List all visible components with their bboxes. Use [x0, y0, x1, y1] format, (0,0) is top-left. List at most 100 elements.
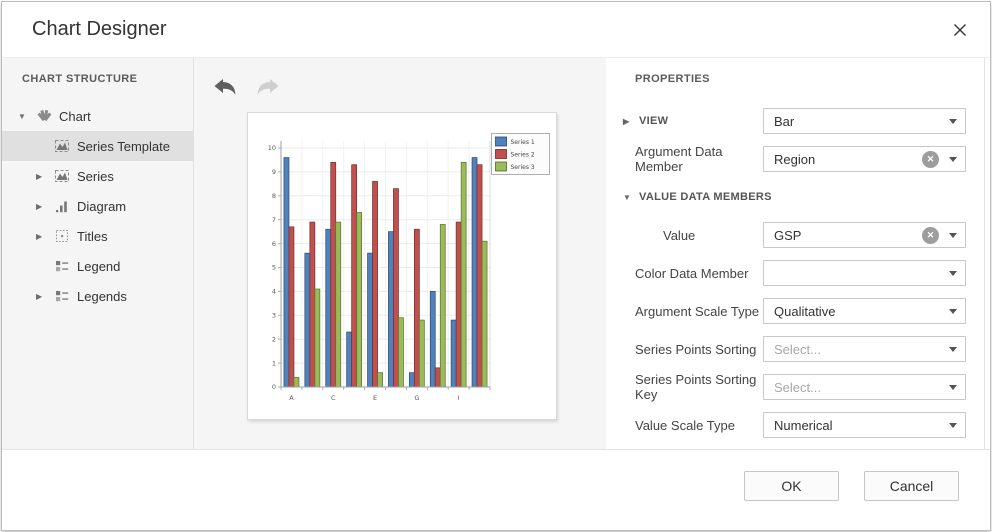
- diagram-icon: [54, 198, 70, 214]
- properties-header: PROPERTIES: [635, 73, 710, 85]
- svg-text:8: 8: [272, 192, 276, 200]
- svg-text:4: 4: [272, 288, 276, 296]
- svg-text:I: I: [458, 394, 460, 402]
- chart-structure-header: CHART STRUCTURE: [22, 73, 138, 85]
- tree-item-series[interactable]: ▶ Series: [2, 161, 193, 191]
- chevron-down-icon: [949, 232, 957, 238]
- svg-text:Series 1: Series 1: [511, 139, 535, 146]
- chevron-down-icon: [949, 422, 957, 428]
- dialog-footer: OK Cancel: [2, 449, 990, 530]
- property-row-value-scale-type: Value Scale Type Numerical: [623, 412, 966, 438]
- expander-right-icon[interactable]: ▶: [36, 201, 43, 211]
- properties-panel: PROPERTIES ▶ VIEW Bar Argument Data Membe…: [606, 58, 990, 449]
- property-row-value: Value GSP ✕: [623, 222, 966, 248]
- cancel-button[interactable]: Cancel: [864, 471, 959, 501]
- svg-text:Series 2: Series 2: [511, 152, 535, 159]
- tree-item-label: Legend: [77, 258, 121, 274]
- expander-right-icon[interactable]: ▶: [36, 291, 43, 301]
- tree-item-titles[interactable]: ▶ Titles: [2, 221, 193, 251]
- series-points-sorting-dropdown[interactable]: Select...: [763, 336, 966, 362]
- value-dropdown[interactable]: GSP ✕: [763, 222, 966, 248]
- redo-button[interactable]: [254, 76, 282, 100]
- expander-down-icon: ▼: [623, 193, 632, 202]
- argument-data-member-label: Argument Data Member: [635, 144, 723, 174]
- chart-icon: [36, 108, 52, 124]
- value-data-members-section[interactable]: ▼ VALUE DATA MEMBERS: [623, 184, 966, 210]
- chevron-down-icon: [949, 156, 957, 162]
- chevron-down-icon: [949, 384, 957, 390]
- clear-icon[interactable]: ✕: [922, 150, 939, 168]
- expander-right-icon[interactable]: ▶: [36, 171, 43, 181]
- property-row-argument-data-member: Argument Data Member Region ✕: [623, 144, 966, 174]
- svg-text:6: 6: [272, 240, 276, 248]
- legend-icon: [54, 258, 70, 274]
- svg-text:0: 0: [272, 383, 276, 391]
- chart-structure-tree: ▼ Chart: [2, 101, 193, 311]
- title-bar: Chart Designer: [2, 2, 990, 58]
- svg-text:3: 3: [272, 312, 276, 320]
- property-row-series-points-sorting: Series Points Sorting Select...: [623, 336, 966, 362]
- view-group-label[interactable]: ▶ VIEW: [623, 115, 669, 127]
- color-data-member-label: Color Data Member: [635, 265, 749, 281]
- value-scale-type-label: Value Scale Type: [635, 417, 735, 433]
- tree-item-label: Series: [77, 168, 114, 184]
- argument-scale-type-label: Argument Scale Type: [635, 303, 760, 319]
- tree-item-label: Chart: [59, 108, 91, 124]
- dialog-content: CHART STRUCTURE ▼ Chart: [2, 58, 990, 449]
- series-points-sorting-key-dropdown[interactable]: Select...: [763, 374, 966, 400]
- dialog-title: Chart Designer: [32, 18, 167, 40]
- svg-text:E: E: [373, 394, 377, 402]
- tree-item-diagram[interactable]: ▶ Diagram: [2, 191, 193, 221]
- svg-text:7: 7: [272, 216, 276, 224]
- clear-icon[interactable]: ✕: [922, 226, 939, 244]
- legends-icon: [54, 288, 70, 304]
- tree-item-series-template[interactable]: Series Template: [2, 131, 193, 161]
- chevron-down-icon: [949, 308, 957, 314]
- tree-item-label: Titles: [77, 228, 108, 244]
- svg-text:9: 9: [272, 168, 276, 176]
- view-dropdown[interactable]: Bar: [763, 108, 966, 134]
- bar-chart: 0 1 2 3 4 5 6 7 8 9 10 A C E G I Series 1 Series 2 Series …: [268, 133, 550, 402]
- chart-preview-panel: 0 1 2 3 4 5 6 7 8 9 10 A C E G I Series 1 Series 2 Series …: [194, 58, 606, 449]
- series-points-sorting-label: Series Points Sorting: [635, 341, 757, 357]
- expander-right-icon: ▶: [623, 117, 630, 126]
- property-row-view: ▶ VIEW Bar: [623, 108, 966, 134]
- property-row-argument-scale-type: Argument Scale Type Qualitative: [623, 298, 966, 324]
- value-scale-type-dropdown[interactable]: Numerical: [763, 412, 966, 438]
- chart-preview[interactable]: 0 1 2 3 4 5 6 7 8 9 10 A C E G I Series 1 Series 2 Series …: [247, 112, 557, 420]
- undo-button[interactable]: [211, 76, 239, 100]
- tree-item-label: Diagram: [77, 198, 127, 214]
- tree-item-chart[interactable]: ▼ Chart: [2, 101, 193, 131]
- tree-item-label: Legends: [77, 288, 127, 304]
- svg-text:2: 2: [272, 335, 276, 343]
- svg-text:5: 5: [272, 264, 276, 272]
- chevron-down-icon: [949, 346, 957, 352]
- chart-structure-panel: CHART STRUCTURE ▼ Chart: [2, 58, 194, 449]
- chevron-down-icon: [949, 270, 957, 276]
- titles-icon: [54, 228, 70, 244]
- svg-text:10: 10: [268, 144, 276, 152]
- expander-down-icon[interactable]: ▼: [18, 111, 26, 121]
- argument-scale-type-dropdown[interactable]: Qualitative: [763, 298, 966, 324]
- undo-icon: [214, 79, 236, 95]
- close-button[interactable]: [940, 10, 980, 50]
- ok-button[interactable]: OK: [744, 471, 839, 501]
- expander-right-icon[interactable]: ▶: [36, 231, 43, 241]
- series-points-sorting-key-label: Series Points Sorting Key: [635, 372, 757, 402]
- svg-text:Series 3: Series 3: [511, 164, 535, 171]
- property-row-series-points-sorting-key: Series Points Sorting Key Select...: [623, 372, 966, 402]
- argument-data-member-dropdown[interactable]: Region ✕: [763, 146, 966, 172]
- tree-item-legends[interactable]: ▶ Legends: [2, 281, 193, 311]
- redo-icon: [257, 79, 279, 95]
- close-icon: [954, 23, 966, 36]
- svg-text:G: G: [414, 394, 419, 402]
- color-data-member-dropdown[interactable]: [763, 260, 966, 286]
- property-row-color-data-member: Color Data Member: [623, 260, 966, 286]
- tree-item-legend[interactable]: Legend: [2, 251, 193, 281]
- svg-text:1: 1: [272, 359, 276, 367]
- series-template-icon: [54, 138, 70, 154]
- tree-item-label: Series Template: [77, 138, 170, 154]
- svg-text:C: C: [331, 394, 336, 402]
- series-icon: [54, 168, 70, 184]
